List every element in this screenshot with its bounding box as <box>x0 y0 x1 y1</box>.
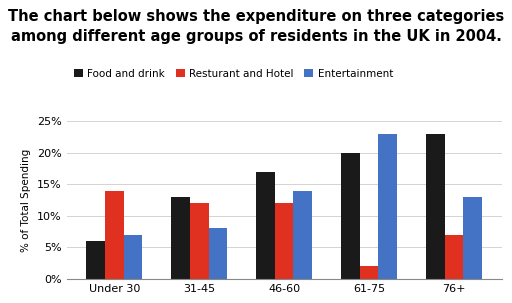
Bar <box>105 191 124 279</box>
Bar <box>426 134 444 279</box>
Bar <box>124 235 142 279</box>
Legend: Food and drink, Resturant and Hotel, Entertainment: Food and drink, Resturant and Hotel, Ent… <box>72 67 395 81</box>
Y-axis label: % of Total Spending: % of Total Spending <box>22 148 31 251</box>
Bar <box>463 197 482 279</box>
Bar <box>444 235 463 279</box>
Bar <box>87 241 105 279</box>
Bar <box>171 197 190 279</box>
Bar <box>208 228 227 279</box>
Bar <box>341 153 360 279</box>
Bar <box>190 203 208 279</box>
Bar <box>360 266 378 279</box>
Bar <box>275 203 293 279</box>
Text: The chart below shows the expenditure on three categories
among different age gr: The chart below shows the expenditure on… <box>8 9 504 44</box>
Bar <box>256 171 275 279</box>
Bar <box>293 191 312 279</box>
Bar <box>378 134 397 279</box>
